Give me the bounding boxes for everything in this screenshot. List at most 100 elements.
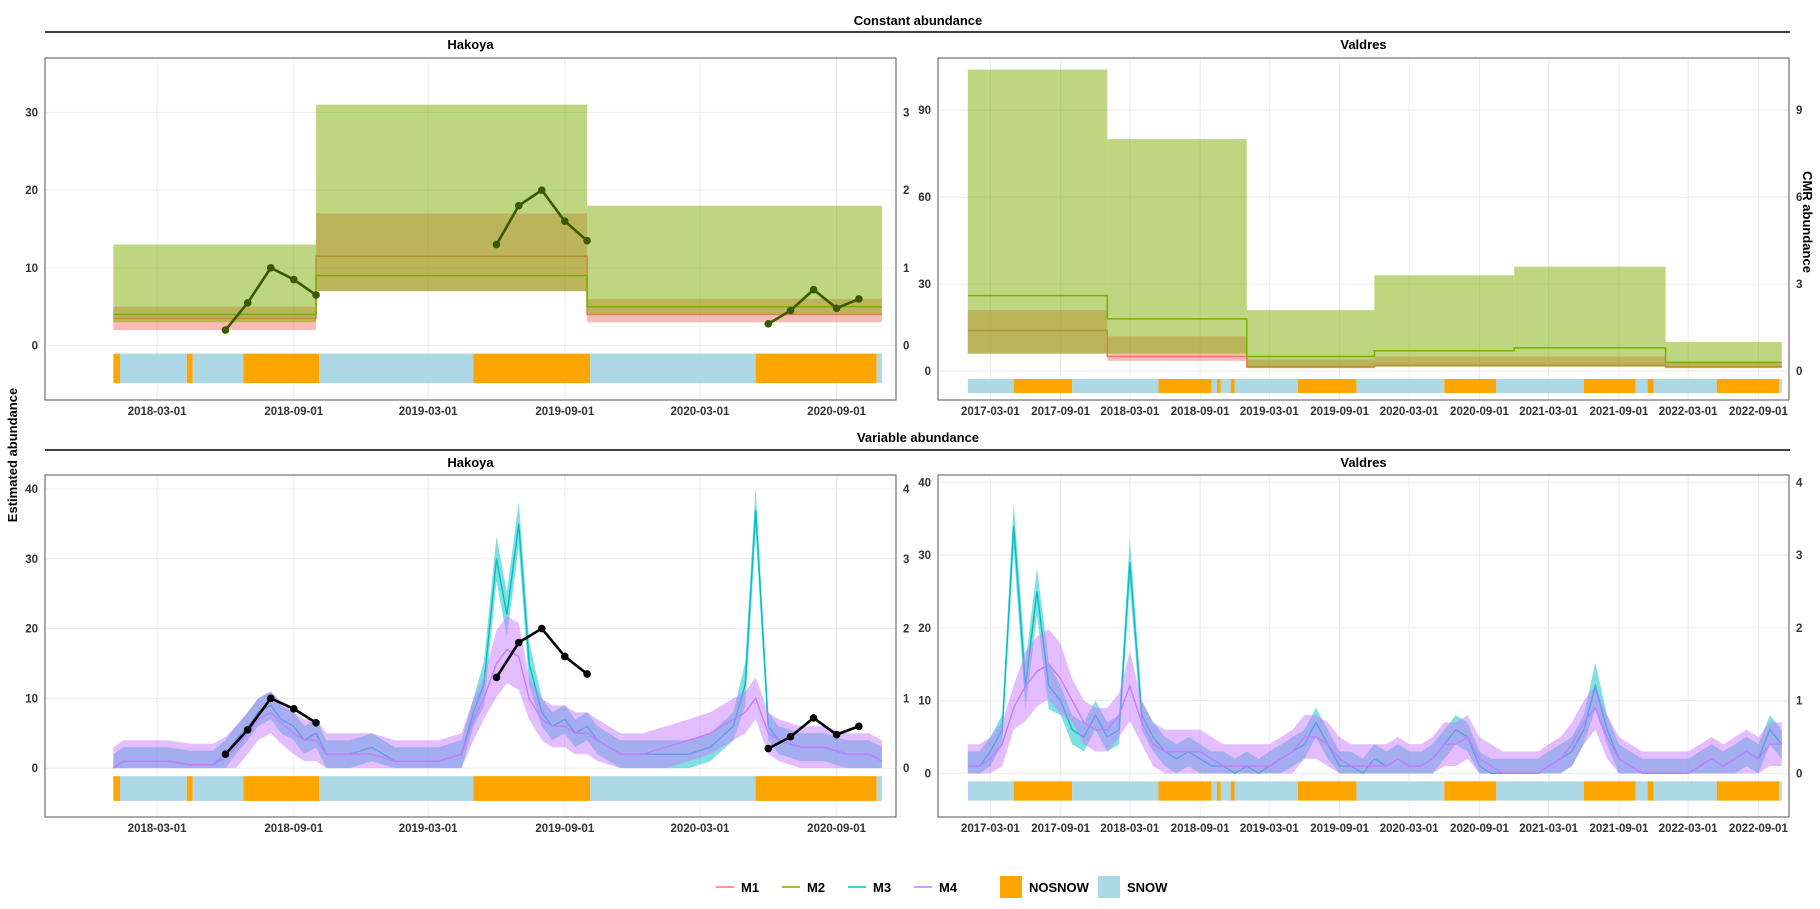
y2-tick-label: 2 bbox=[1796, 623, 1802, 635]
legend-label-m3: M3 bbox=[873, 880, 891, 895]
snow-period-nosnow bbox=[1216, 781, 1221, 801]
x-tick-label: 2021-09-01 bbox=[1590, 823, 1649, 835]
snow-period-snow bbox=[590, 353, 756, 384]
y-tick-label: 0 bbox=[32, 763, 38, 775]
cmr-point bbox=[514, 638, 523, 647]
cmr-point bbox=[832, 730, 841, 739]
cmr-point bbox=[312, 291, 320, 299]
snow-period-snow bbox=[120, 353, 187, 384]
y2-tick-label: 0 bbox=[1796, 768, 1802, 780]
panel-border bbox=[937, 474, 1790, 818]
y-tick-label: 30 bbox=[25, 107, 38, 119]
y-tick-label: 20 bbox=[25, 624, 38, 636]
cmr-point bbox=[537, 624, 546, 633]
y-tick-label: 10 bbox=[918, 696, 931, 708]
cmr-point bbox=[243, 725, 252, 734]
x-tick-label: 2018-03-01 bbox=[128, 823, 187, 835]
snow-period-snow bbox=[1220, 781, 1231, 801]
x-tick-label: 2018-09-01 bbox=[264, 823, 323, 835]
snow-period-nosnow bbox=[1647, 379, 1654, 394]
cmr-point bbox=[289, 705, 298, 713]
x-tick-label: 2018-03-01 bbox=[128, 406, 187, 418]
snow-period-nosnow bbox=[755, 353, 877, 384]
y-tick-label: 60 bbox=[918, 192, 931, 204]
snow-period-nosnow bbox=[1444, 781, 1497, 801]
snow-period-snow bbox=[1211, 781, 1217, 801]
ci-band-m2 bbox=[587, 205, 882, 315]
snow-period-snow bbox=[319, 776, 474, 801]
y-tick-label: 40 bbox=[918, 477, 931, 489]
y2-tick-label: 2 bbox=[903, 185, 909, 197]
cmr-point bbox=[266, 264, 275, 272]
panel-border bbox=[44, 474, 897, 818]
ci-band-m2 bbox=[1514, 266, 1666, 367]
snow-period-snow bbox=[1635, 781, 1648, 801]
x-tick-label: 2019-09-01 bbox=[1310, 823, 1369, 835]
snow-period-snow bbox=[120, 776, 187, 801]
x-tick-label: 2020-09-01 bbox=[807, 406, 866, 418]
snow-period-snow bbox=[1653, 379, 1717, 394]
snow-period-nosnow bbox=[243, 353, 320, 384]
cmr-point bbox=[764, 744, 773, 753]
y2-tick-label: 4 bbox=[1796, 477, 1803, 489]
series-line-m2 bbox=[113, 274, 882, 316]
row-title-constant: Constant abundance bbox=[854, 13, 983, 28]
snow-period-nosnow bbox=[1230, 379, 1235, 394]
x-tick-label: 2022-03-01 bbox=[1659, 406, 1718, 418]
snow-period-nosnow bbox=[113, 776, 121, 801]
y2-tick-label: 3 bbox=[903, 107, 909, 119]
cmr-point bbox=[786, 306, 795, 315]
legend-key-nosnow bbox=[1000, 876, 1022, 898]
y-tick-label: 0 bbox=[925, 366, 931, 378]
cmr-point bbox=[221, 750, 230, 758]
panel-border bbox=[937, 57, 1790, 401]
snow-period-snow bbox=[1496, 379, 1584, 394]
x-tick-label: 2020-09-01 bbox=[1450, 406, 1509, 418]
snow-period-snow bbox=[1220, 379, 1231, 394]
ci-band-m2 bbox=[967, 69, 1108, 354]
y2-tick-label: 0 bbox=[903, 763, 909, 775]
snow-period-nosnow bbox=[473, 353, 591, 384]
y2-tick-label: 9 bbox=[1796, 105, 1802, 117]
x-tick-label: 2018-09-01 bbox=[1171, 823, 1230, 835]
y-tick-label: 0 bbox=[32, 341, 38, 353]
snow-period-snow bbox=[1779, 379, 1782, 394]
snow-period-nosnow bbox=[243, 776, 320, 801]
ci-band-m2 bbox=[1374, 275, 1515, 367]
x-tick-label: 2018-03-01 bbox=[1100, 823, 1159, 835]
cmr-point bbox=[266, 694, 275, 703]
snow-period-snow bbox=[319, 353, 474, 384]
snow-period-snow bbox=[192, 776, 244, 801]
x-tick-label: 2017-03-01 bbox=[961, 406, 1020, 418]
ci-band-m4 bbox=[113, 615, 882, 769]
panel-title: Valdres bbox=[1340, 455, 1386, 470]
cmr-point bbox=[786, 732, 795, 741]
y-axis-title: Estimated abundance bbox=[5, 388, 20, 522]
y2-tick-label: 4 bbox=[903, 484, 910, 496]
cmr-point bbox=[492, 673, 501, 682]
cmr-point bbox=[855, 295, 863, 303]
snow-period-snow bbox=[192, 353, 244, 384]
y2-tick-label: 1 bbox=[903, 263, 910, 275]
panel-variable-abundance-hakoya: Hakoya 0 10 20 30 40 0 1 2 3 4 2018-03-01 2018-09-01… bbox=[25, 455, 910, 835]
ci-band-m2 bbox=[316, 104, 588, 292]
x-tick-label: 2020-03-01 bbox=[671, 823, 730, 835]
snow-period-snow bbox=[1234, 379, 1298, 394]
snow-period-snow bbox=[1072, 781, 1159, 801]
y-tick-label: 30 bbox=[25, 554, 38, 566]
snow-period-nosnow bbox=[1013, 379, 1073, 394]
snow-period-nosnow bbox=[1716, 379, 1780, 394]
snow-period-nosnow bbox=[1216, 379, 1221, 394]
y2-tick-label: 3 bbox=[903, 554, 909, 566]
ci-band-m2 bbox=[113, 244, 317, 323]
panel-title: Hakoya bbox=[447, 455, 494, 470]
x-tick-label: 2018-09-01 bbox=[1171, 406, 1230, 418]
cmr-point bbox=[289, 275, 298, 284]
cmr-point bbox=[221, 326, 230, 334]
legend-label-m4: M4 bbox=[939, 880, 958, 895]
y-tick-label: 10 bbox=[25, 263, 38, 275]
x-tick-label: 2018-09-01 bbox=[264, 406, 323, 418]
x-tick-label: 2019-09-01 bbox=[535, 823, 594, 835]
x-tick-label: 2019-03-01 bbox=[1240, 823, 1299, 835]
